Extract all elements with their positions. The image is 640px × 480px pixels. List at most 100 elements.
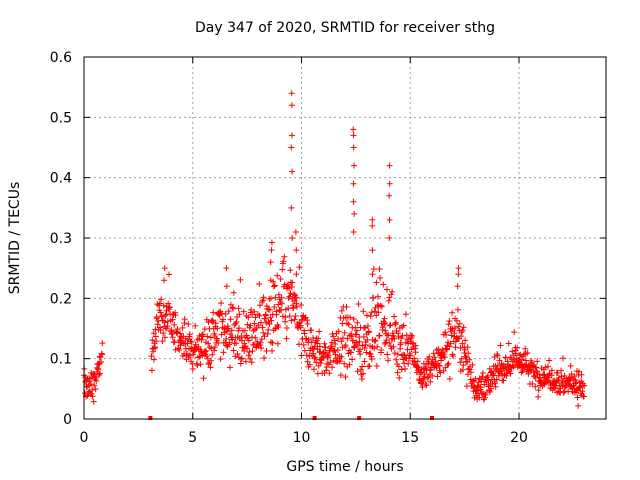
data-point bbox=[338, 338, 345, 345]
data-point bbox=[157, 309, 164, 316]
data-point bbox=[251, 320, 258, 327]
data-point bbox=[92, 386, 99, 393]
data-point bbox=[304, 358, 311, 365]
grid bbox=[84, 57, 606, 419]
data-point bbox=[273, 325, 280, 332]
data-point bbox=[399, 323, 406, 330]
data-point bbox=[578, 371, 585, 378]
data-point bbox=[96, 372, 103, 379]
data-point bbox=[183, 350, 190, 357]
data-point bbox=[374, 293, 381, 300]
data-point bbox=[546, 357, 553, 364]
data-point bbox=[338, 353, 345, 360]
data-point bbox=[175, 345, 182, 352]
data-point bbox=[197, 361, 204, 368]
data-point bbox=[159, 338, 166, 345]
data-point bbox=[154, 321, 161, 328]
data-point bbox=[574, 387, 581, 394]
data-point bbox=[375, 309, 382, 316]
data-point bbox=[293, 300, 300, 307]
data-point bbox=[296, 264, 303, 271]
data-point bbox=[174, 326, 181, 333]
data-point bbox=[350, 315, 357, 322]
data-point bbox=[269, 339, 276, 346]
data-point bbox=[500, 377, 507, 384]
data-point bbox=[260, 329, 267, 336]
data-point bbox=[161, 334, 168, 341]
data-point bbox=[396, 374, 403, 381]
data-point bbox=[495, 372, 502, 379]
data-point bbox=[162, 311, 169, 318]
data-point bbox=[271, 282, 278, 289]
data-point bbox=[259, 297, 266, 304]
data-point bbox=[365, 363, 372, 370]
data-point bbox=[350, 198, 357, 205]
data-point bbox=[234, 351, 241, 358]
data-point bbox=[260, 294, 267, 301]
data-point bbox=[454, 283, 461, 290]
data-point bbox=[257, 339, 264, 346]
data-point bbox=[488, 385, 495, 392]
data-point bbox=[388, 291, 395, 298]
data-point bbox=[198, 336, 205, 343]
data-point bbox=[222, 310, 229, 317]
data-point bbox=[478, 378, 485, 385]
data-point bbox=[469, 361, 476, 368]
data-point bbox=[395, 333, 402, 340]
data-point bbox=[90, 398, 97, 405]
data-point bbox=[280, 258, 287, 265]
data-point bbox=[363, 349, 370, 356]
data-point bbox=[229, 304, 236, 311]
data-point bbox=[277, 275, 284, 282]
data-point bbox=[456, 320, 463, 327]
data-point bbox=[205, 340, 212, 347]
data-point bbox=[256, 280, 263, 287]
data-point bbox=[325, 352, 332, 359]
data-point bbox=[351, 210, 358, 217]
data-point bbox=[405, 360, 412, 367]
data-point bbox=[440, 367, 447, 374]
data-point bbox=[360, 333, 367, 340]
data-point bbox=[386, 180, 393, 187]
data-point bbox=[492, 383, 499, 390]
data-point bbox=[230, 347, 237, 354]
data-point bbox=[285, 295, 292, 302]
data-point bbox=[452, 344, 459, 351]
data-point bbox=[244, 321, 251, 328]
data-point bbox=[188, 338, 195, 345]
data-point bbox=[313, 359, 320, 366]
data-point bbox=[454, 306, 461, 313]
data-point bbox=[514, 344, 521, 351]
data-point bbox=[494, 362, 501, 369]
data-point bbox=[540, 381, 547, 388]
data-point bbox=[181, 316, 188, 323]
data-point bbox=[458, 333, 465, 340]
data-point bbox=[332, 340, 339, 347]
data-point bbox=[327, 359, 334, 366]
data-point bbox=[99, 351, 106, 358]
data-point bbox=[469, 378, 476, 385]
data-point bbox=[575, 368, 582, 375]
data-point bbox=[389, 330, 396, 337]
data-point bbox=[193, 360, 200, 367]
data-point bbox=[358, 375, 365, 382]
data-point bbox=[479, 373, 486, 380]
data-point bbox=[208, 317, 215, 324]
data-point bbox=[356, 338, 363, 345]
x-tick-label: 15 bbox=[401, 430, 419, 446]
data-point bbox=[412, 342, 419, 349]
data-point bbox=[429, 372, 436, 379]
data-point bbox=[286, 313, 293, 320]
data-point bbox=[466, 356, 473, 363]
data-point bbox=[485, 377, 492, 384]
data-point bbox=[385, 297, 392, 304]
data-point bbox=[258, 345, 265, 352]
data-point bbox=[532, 383, 539, 390]
data-point bbox=[241, 327, 248, 334]
data-point bbox=[329, 364, 336, 371]
data-point bbox=[227, 316, 234, 323]
data-point bbox=[152, 345, 159, 352]
data-point bbox=[335, 328, 342, 335]
data-point bbox=[238, 337, 245, 344]
data-point bbox=[445, 321, 452, 328]
